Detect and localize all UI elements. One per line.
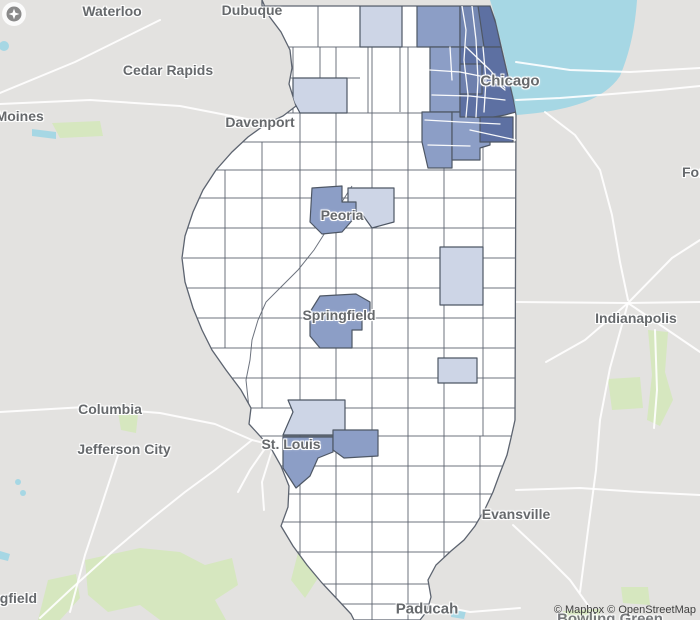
county-shaded[interactable] bbox=[309, 293, 371, 349]
metro-roads bbox=[424, 5, 516, 147]
county-shaded[interactable] bbox=[309, 185, 357, 235]
county-shaded[interactable] bbox=[332, 429, 379, 459]
county-shaded[interactable] bbox=[416, 5, 461, 48]
map-attribution[interactable]: © Mapbox © OpenStreetMap bbox=[553, 604, 696, 616]
county-shaded[interactable] bbox=[477, 5, 502, 48]
county-shaded[interactable] bbox=[292, 77, 348, 114]
county-shaded[interactable] bbox=[437, 357, 478, 384]
county-shaded[interactable] bbox=[429, 46, 461, 113]
mapbox-logo-icon[interactable] bbox=[0, 0, 28, 28]
county-shaded[interactable] bbox=[421, 111, 453, 169]
county-shaded[interactable] bbox=[439, 246, 484, 306]
shaded-counties bbox=[282, 5, 516, 489]
county-shaded[interactable] bbox=[459, 63, 483, 95]
county-shaded[interactable] bbox=[359, 5, 403, 48]
county-shaded[interactable] bbox=[282, 399, 346, 436]
road-network bbox=[0, 19, 700, 619]
lake-michigan bbox=[490, 0, 637, 115]
river-water bbox=[0, 41, 466, 619]
